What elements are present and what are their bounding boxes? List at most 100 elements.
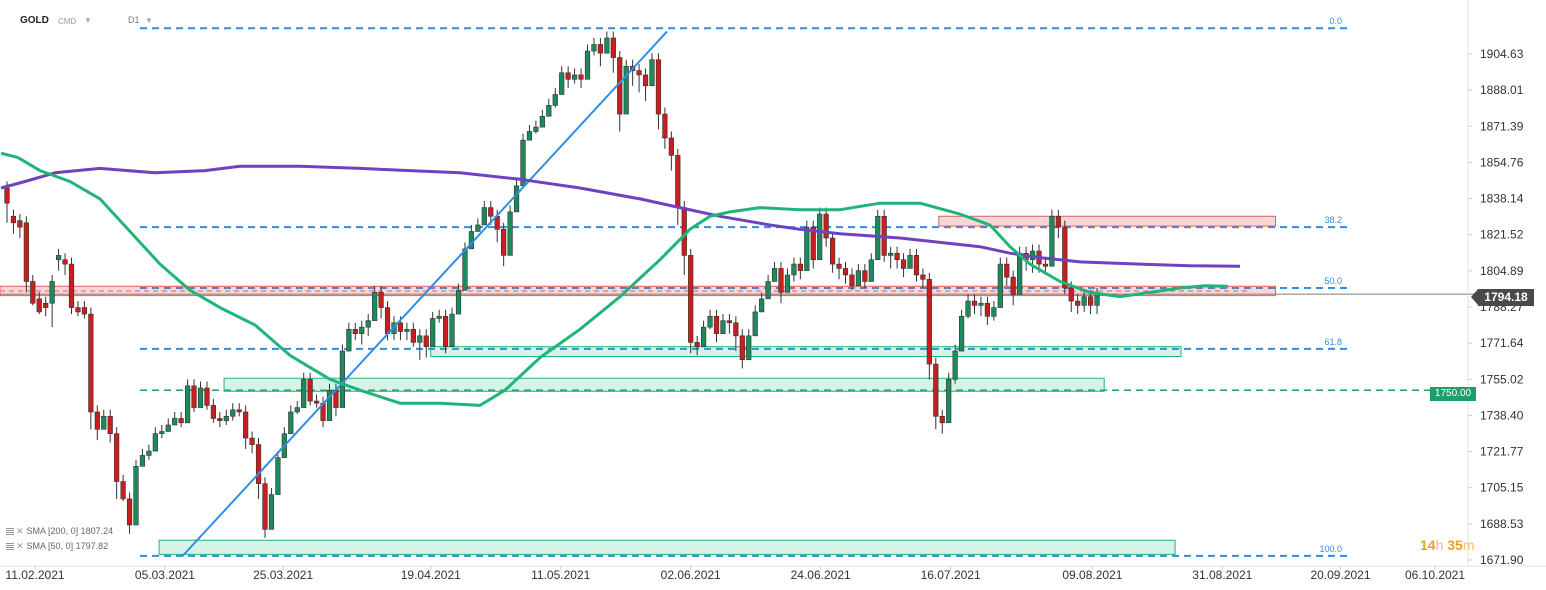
candle-bearish xyxy=(668,137,674,156)
candle-bearish xyxy=(733,322,739,337)
candle-bearish xyxy=(694,342,700,348)
candle-bearish xyxy=(126,498,133,526)
y-tick-label: 1705.15 xyxy=(1480,481,1524,495)
candle-bullish xyxy=(571,74,578,80)
candle-bearish xyxy=(17,220,23,228)
candle-bullish xyxy=(855,270,861,287)
candle-bullish xyxy=(507,211,513,256)
candle-bearish xyxy=(610,37,616,58)
source-label[interactable]: CMD xyxy=(58,17,77,26)
close-icon[interactable]: ✕ xyxy=(16,526,24,536)
y-tick-label: 1854.76 xyxy=(1480,155,1524,169)
candle-bearish xyxy=(107,415,113,434)
candles xyxy=(4,31,1100,539)
candle-bearish xyxy=(378,292,384,308)
legend-sma200[interactable]: ✕ SMA [200, 0] 1807.24 xyxy=(6,526,113,537)
y-tick-label: 1821.52 xyxy=(1480,228,1524,242)
candle-bullish xyxy=(275,457,281,495)
x-tick-label: 06.10.2021 xyxy=(1405,568,1465,582)
candle-bullish xyxy=(294,407,300,413)
candle-bearish xyxy=(191,385,197,408)
candle-bullish xyxy=(997,263,1003,308)
x-tick-label: 24.06.2021 xyxy=(791,568,851,582)
candle-bullish xyxy=(546,105,552,117)
x-tick-label: 02.06.2021 xyxy=(661,568,721,582)
candle-bearish xyxy=(1042,263,1049,267)
candle-bullish xyxy=(965,300,971,317)
candle-bearish xyxy=(204,387,210,406)
support-zone xyxy=(223,377,1105,392)
candle-bullish xyxy=(197,387,204,408)
candle-bearish xyxy=(88,313,94,413)
candle-bearish xyxy=(249,437,255,445)
close-icon[interactable]: ✕ xyxy=(16,541,24,551)
candle-bullish xyxy=(868,259,874,282)
y-tick-label: 1904.63 xyxy=(1480,47,1524,61)
candle-bullish xyxy=(404,329,410,332)
candle-bullish xyxy=(417,335,423,343)
candle-bearish xyxy=(842,268,849,276)
candle-bearish xyxy=(739,335,745,361)
interval-selector[interactable]: D1 xyxy=(128,15,140,25)
x-tick-label: 16.07.2021 xyxy=(921,568,981,582)
legend-sma50[interactable]: ✕ SMA [50, 0] 1797.82 xyxy=(6,541,108,552)
settings-icon[interactable] xyxy=(6,543,14,551)
candle-bearish xyxy=(1075,300,1081,306)
candle-bullish xyxy=(771,268,778,282)
y-tick-label: 1838.14 xyxy=(1480,192,1524,206)
candle-bearish xyxy=(565,72,571,80)
candle-bullish xyxy=(185,385,191,424)
candle-bullish xyxy=(604,37,610,54)
candle-bullish xyxy=(372,292,378,321)
x-tick-label: 31.08.2021 xyxy=(1192,568,1252,582)
candle-bearish xyxy=(939,415,945,424)
x-tick-label: 05.03.2021 xyxy=(135,568,195,582)
candle-bullish xyxy=(152,433,158,452)
settings-icon[interactable] xyxy=(6,528,14,536)
candle-bearish xyxy=(236,409,242,413)
candle-bullish xyxy=(1017,252,1023,295)
candle-bearish xyxy=(810,226,816,261)
candle-timer: 14h 35m xyxy=(1420,537,1475,553)
candle-bullish xyxy=(430,318,436,348)
fib-level-label: 50.0 xyxy=(1324,276,1342,286)
current-price-badge: 1794.18 xyxy=(1471,289,1534,306)
candle-bearish xyxy=(255,444,262,484)
candle-bearish xyxy=(30,281,36,304)
y-tick-label: 1688.53 xyxy=(1480,517,1524,531)
candle-bullish xyxy=(1049,215,1055,267)
candle-bearish xyxy=(36,298,42,313)
candle-bearish xyxy=(1010,276,1016,295)
candle-bullish xyxy=(784,274,791,293)
chevron-down-icon[interactable]: ▼ xyxy=(145,16,153,25)
candle-bearish xyxy=(862,270,868,282)
candle-bullish xyxy=(146,450,152,456)
legend-sma200-text: SMA [200, 0] 1807.24 xyxy=(26,526,114,536)
candle-bullish xyxy=(159,431,165,434)
support-zone xyxy=(158,539,1176,555)
candle-bearish xyxy=(726,320,732,324)
candle-bearish xyxy=(397,322,404,332)
candle-bullish xyxy=(958,315,965,352)
candle-bearish xyxy=(114,433,120,482)
y-tick-label: 1721.77 xyxy=(1480,445,1524,459)
x-tick-label: 09.08.2021 xyxy=(1062,568,1122,582)
candle-bearish xyxy=(688,255,694,343)
candle-bearish xyxy=(1004,263,1010,278)
candle-bullish xyxy=(991,307,997,317)
candle-bullish xyxy=(475,224,481,232)
y-tick-label: 1671.90 xyxy=(1480,553,1524,567)
candle-bullish xyxy=(326,389,333,421)
candle-bearish xyxy=(410,329,416,343)
candle-bullish xyxy=(765,281,771,300)
candle-bearish xyxy=(578,74,584,80)
chevron-down-icon[interactable]: ▼ xyxy=(84,16,92,25)
candle-bullish xyxy=(623,65,629,115)
symbol-label[interactable]: GOLD xyxy=(20,15,49,26)
candle-bullish xyxy=(817,213,823,261)
candle-bearish xyxy=(81,307,87,315)
candle-bearish xyxy=(829,237,836,265)
candle-bullish xyxy=(49,281,55,304)
